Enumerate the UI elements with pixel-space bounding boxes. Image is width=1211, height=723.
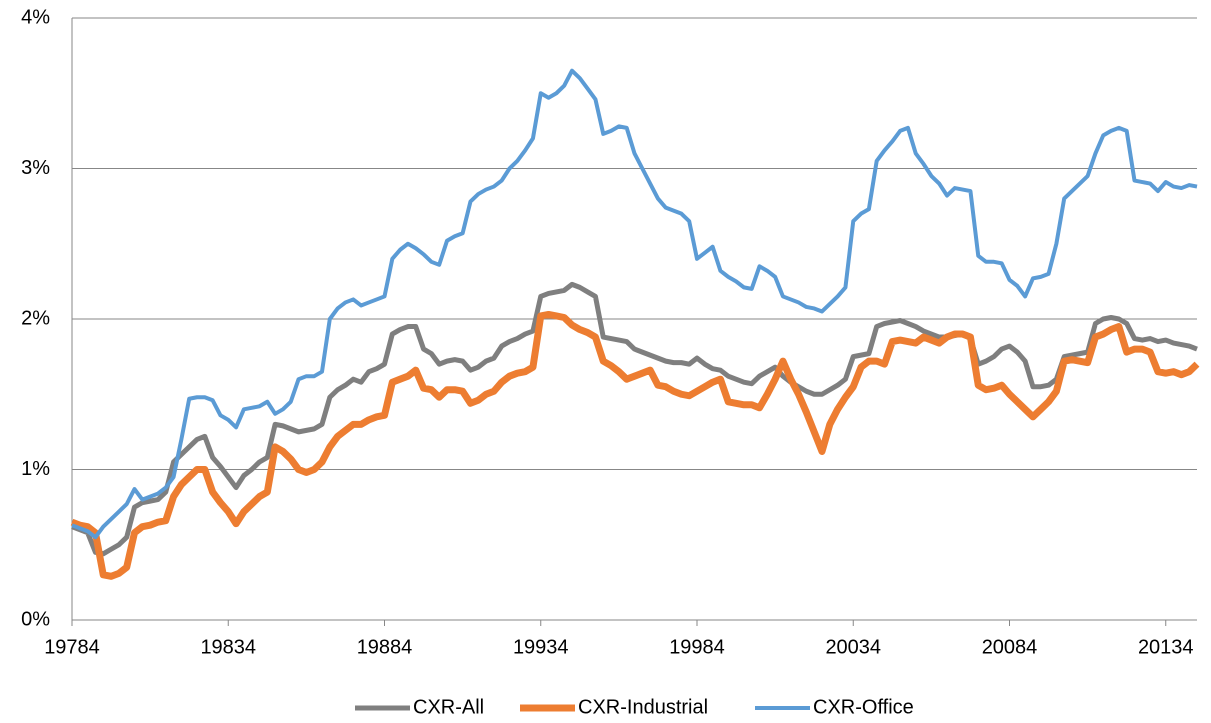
y-tick-label: 0%: [21, 608, 50, 630]
legend-label: CXR-Industrial: [578, 696, 708, 718]
x-tick-label: 20134: [1138, 636, 1194, 658]
y-tick-label: 2%: [21, 307, 50, 329]
x-tick-label: 19884: [357, 636, 413, 658]
series-line: [71, 68, 1198, 540]
x-tick-label: 19984: [669, 636, 725, 658]
x-tick-label: 19834: [200, 636, 256, 658]
y-tick-label: 4%: [21, 6, 50, 28]
y-tick-label: 3%: [21, 157, 50, 179]
x-tick-label: 19934: [513, 636, 569, 658]
x-tick-label: 20034: [825, 636, 881, 658]
legend-label: CXR-All: [413, 696, 484, 718]
x-tick-label: 19784: [44, 636, 100, 658]
series-line: [70, 310, 1200, 580]
y-tick-label: 1%: [21, 458, 50, 480]
x-tick-label: 20084: [982, 636, 1038, 658]
legend-label: CXR-Office: [813, 696, 914, 718]
series-line: [71, 281, 1198, 557]
